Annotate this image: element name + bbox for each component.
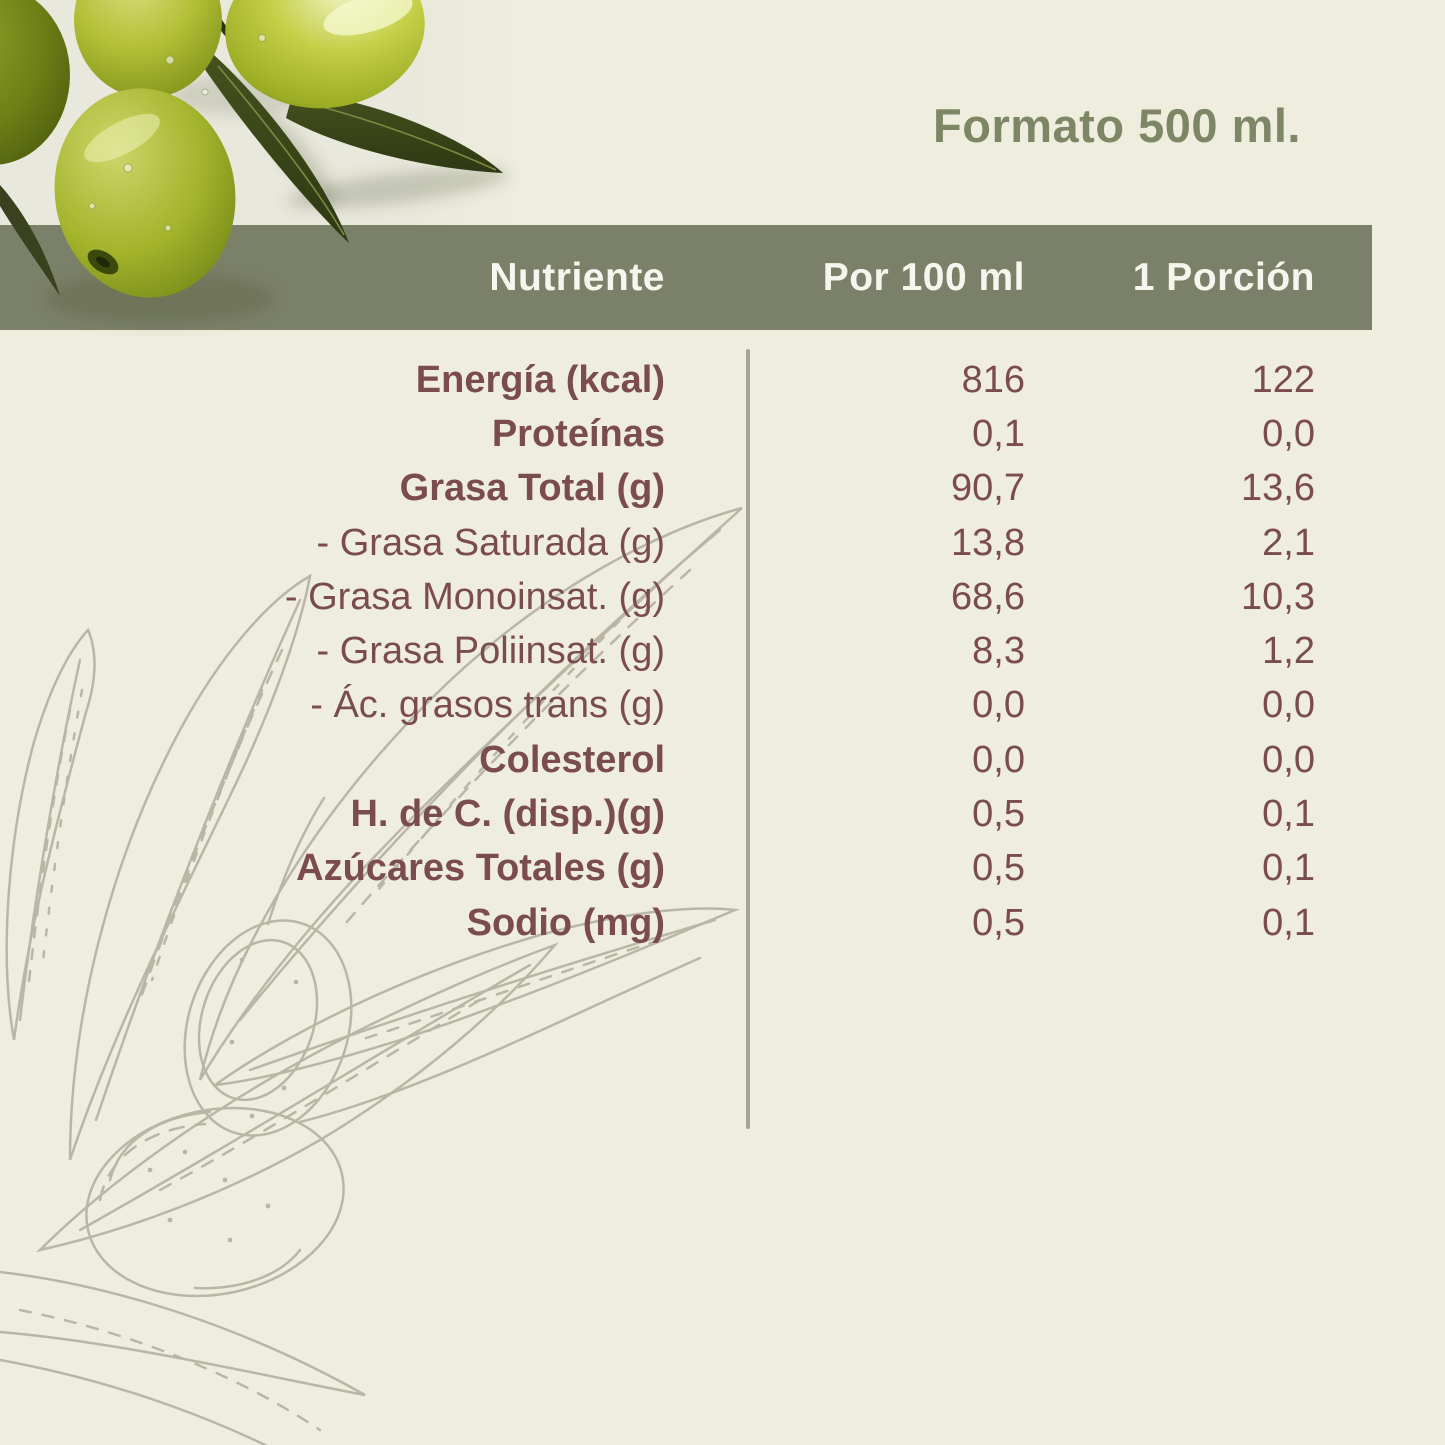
nutrient-label: Sodio (mg) bbox=[466, 901, 665, 944]
format-title: Formato 500 ml. bbox=[933, 99, 1301, 152]
header-col-per-100ml: Por 100 ml bbox=[822, 255, 1025, 299]
olive-fruit-icon bbox=[225, 0, 425, 109]
header-col-nutriente: Nutriente bbox=[489, 255, 665, 299]
table-row: Colesterol 0,0 0,0 bbox=[0, 733, 1445, 787]
nutrient-label: - Grasa Monoinsat. (g) bbox=[284, 575, 665, 618]
nutrient-label: Azúcares Totales (g) bbox=[296, 847, 665, 890]
value-per-portion: 0,1 bbox=[1262, 847, 1315, 890]
table-row: Proteínas 0,1 0,0 bbox=[0, 407, 1445, 461]
value-per-portion: 122 bbox=[1251, 358, 1315, 401]
nutrient-label: H. de C. (disp.)(g) bbox=[350, 793, 665, 836]
value-per-100ml: 8,3 bbox=[972, 630, 1025, 673]
value-per-portion: 1,2 bbox=[1262, 630, 1315, 673]
table-header-band: Nutriente Por 100 ml 1 Porción bbox=[0, 225, 1372, 330]
olive-leaf-icon bbox=[286, 92, 503, 173]
sketch-olive-icon bbox=[85, 1106, 345, 1298]
table-row: - Ác. grasos trans (g) 0,0 0,0 bbox=[0, 679, 1445, 733]
olive-fruit-icon bbox=[0, 0, 70, 165]
value-per-100ml: 13,8 bbox=[951, 521, 1025, 564]
value-per-portion: 0,0 bbox=[1262, 738, 1315, 781]
value-per-100ml: 0,5 bbox=[972, 847, 1025, 890]
value-per-portion: 0,0 bbox=[1262, 412, 1315, 455]
value-per-portion: 0,1 bbox=[1262, 901, 1315, 944]
table-row: - Grasa Poliinsat. (g) 8,3 1,2 bbox=[0, 624, 1445, 678]
olive-fruit-icon bbox=[74, 0, 222, 98]
value-per-portion: 13,6 bbox=[1241, 467, 1315, 510]
nutrient-label: Proteínas bbox=[491, 412, 665, 455]
olive-leaf-icon bbox=[204, 55, 349, 243]
water-droplets bbox=[88, 34, 266, 232]
value-per-100ml: 0,5 bbox=[972, 901, 1025, 944]
table-header-row: Nutriente Por 100 ml 1 Porción bbox=[0, 225, 1372, 330]
table-row: Sodio (mg) 0,5 0,1 bbox=[0, 896, 1445, 950]
table-row: Grasa Total (g) 90,7 13,6 bbox=[0, 462, 1445, 516]
value-per-100ml: 90,7 bbox=[951, 467, 1025, 510]
nutrient-label: Grasa Total (g) bbox=[399, 467, 665, 510]
value-per-100ml: 0,1 bbox=[972, 412, 1025, 455]
value-per-portion: 10,3 bbox=[1241, 575, 1315, 618]
sketch-leaf-icon bbox=[36, 942, 559, 1253]
table-row: - Grasa Saturada (g) 13,8 2,1 bbox=[0, 516, 1445, 570]
nutrient-label: - Grasa Poliinsat. (g) bbox=[316, 630, 665, 673]
sketch-branch-line bbox=[298, 956, 702, 1124]
photo-background bbox=[0, 0, 540, 225]
table-row: Azúcares Totales (g) 0,5 0,1 bbox=[0, 842, 1445, 896]
sketch-leaf-icon bbox=[0, 1270, 366, 1445]
nutrient-label: - Ác. grasos trans (g) bbox=[310, 684, 665, 727]
nutrient-label: Energía (kcal) bbox=[415, 358, 665, 401]
nutrient-label: Colesterol bbox=[479, 738, 665, 781]
table-row: - Grasa Monoinsat. (g) 68,6 10,3 bbox=[0, 570, 1445, 624]
table-row: Energía (kcal) 816 122 bbox=[0, 353, 1445, 407]
value-per-100ml: 0,5 bbox=[972, 793, 1025, 836]
value-per-100ml: 816 bbox=[961, 358, 1025, 401]
value-per-100ml: 68,6 bbox=[951, 575, 1025, 618]
value-per-portion: 0,0 bbox=[1262, 684, 1315, 727]
column-divider-line bbox=[746, 349, 750, 1129]
table-row: H. de C. (disp.)(g) 0,5 0,1 bbox=[0, 787, 1445, 841]
value-per-100ml: 0,0 bbox=[972, 738, 1025, 781]
header-col-portion: 1 Porción bbox=[1132, 255, 1315, 299]
value-per-portion: 0,1 bbox=[1262, 793, 1315, 836]
value-per-100ml: 0,0 bbox=[972, 684, 1025, 727]
value-per-portion: 2,1 bbox=[1262, 521, 1315, 564]
olive-twig-icon bbox=[204, 0, 236, 42]
nutrient-label: - Grasa Saturada (g) bbox=[316, 521, 665, 564]
table-rows: Energía (kcal) 816 122 Proteínas 0,1 0,0 Grasa… bbox=[0, 353, 1445, 950]
